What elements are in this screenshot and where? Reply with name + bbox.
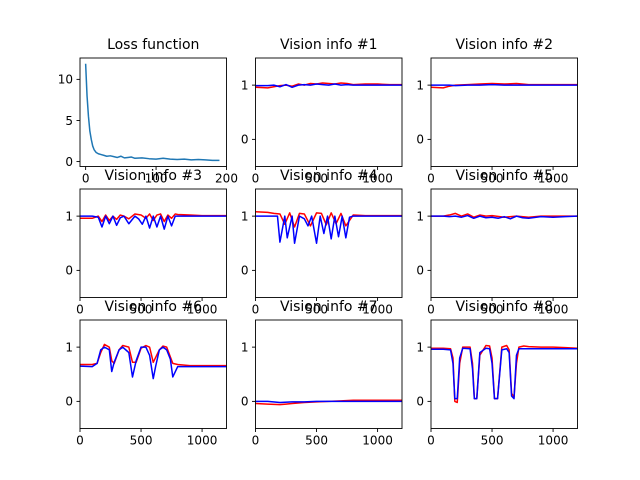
x-tick-label: 1000	[538, 172, 569, 186]
axes-frame	[430, 188, 578, 298]
subplot-title: Vision info #6	[104, 299, 202, 315]
subplot-title: Vision info #7	[280, 299, 378, 315]
axes-frame	[255, 57, 403, 167]
y-tick-label: 1	[241, 340, 249, 354]
x-tick-label: 1000	[362, 434, 393, 448]
x-tick-label: 500	[130, 434, 153, 448]
series-line-1	[255, 211, 402, 228]
y-tick-label: 5	[65, 114, 73, 128]
x-tick-label: 0	[427, 172, 435, 186]
axes-frame	[255, 319, 403, 429]
x-tick-label: 500	[481, 303, 504, 317]
axes-frame	[430, 57, 578, 167]
series-line-1	[255, 82, 402, 89]
y-tick-label: 1	[416, 340, 424, 354]
y-tick-label: 0	[65, 264, 73, 278]
series-line-2	[431, 83, 578, 87]
subplot-title: Vision info #5	[455, 168, 553, 184]
x-tick-label: 1000	[362, 303, 393, 317]
y-tick-label: 0	[416, 264, 424, 278]
x-tick-label: 500	[305, 303, 328, 317]
x-tick-label: 100	[145, 172, 168, 186]
y-tick-label: 0	[416, 133, 424, 147]
series-line-2	[80, 215, 227, 230]
x-tick-label: 1000	[187, 303, 218, 317]
x-tick-label: 500	[305, 434, 328, 448]
y-tick-label: 10	[58, 73, 73, 87]
x-tick-label: 500	[481, 172, 504, 186]
x-tick-label: 1000	[538, 434, 569, 448]
x-tick-label: 0	[427, 434, 435, 448]
x-tick-label: 500	[305, 172, 328, 186]
subplot-5: 0 500 1000 0 1 Vision info #4	[241, 168, 403, 317]
y-tick-label: 1	[65, 209, 73, 223]
x-tick-label: 0	[252, 303, 260, 317]
series-line-2	[255, 400, 402, 404]
series-line-1	[80, 343, 227, 367]
y-tick-label: 0	[241, 133, 249, 147]
y-tick-label: 0	[241, 264, 249, 278]
y-tick-label: 0	[241, 395, 249, 409]
y-tick-label: 1	[416, 78, 424, 92]
subplot-9: 0 500 1000 0 1 Vision info #8	[416, 299, 578, 448]
axes-frame	[430, 319, 578, 429]
series-line-2	[431, 347, 578, 400]
y-tick-label: 1	[416, 209, 424, 223]
x-tick-label: 0	[82, 172, 90, 186]
x-tick-label: 0	[427, 303, 435, 317]
y-tick-label: 0	[416, 395, 424, 409]
series-line-2	[255, 215, 402, 244]
x-tick-label: 0	[76, 434, 84, 448]
y-tick-label: 1	[241, 209, 249, 223]
x-tick-label: 500	[130, 303, 153, 317]
subplot-title: Loss function	[107, 37, 199, 53]
subplot-title: Vision info #2	[455, 37, 553, 53]
axes-frame	[79, 188, 227, 298]
x-tick-label: 0	[252, 434, 260, 448]
series-line-2	[431, 214, 578, 220]
subplot-title: Vision info #3	[104, 168, 202, 184]
subplot-title: Vision info #4	[280, 168, 378, 184]
subplot-2: 0 500 1000 0 1 Vision info #1	[241, 37, 403, 186]
axes-frame	[79, 57, 227, 167]
series-line-2	[255, 83, 402, 89]
y-tick-label: 0	[65, 155, 73, 169]
subplot-1: 0 100 200 0 5 10 Loss function	[58, 37, 238, 186]
x-tick-label: 0	[252, 172, 260, 186]
series-line-1	[431, 344, 578, 404]
subplot-3: 0 500 1000 0 1 Vision info #2	[416, 37, 578, 186]
y-tick-label: 1	[241, 78, 249, 92]
x-tick-label: 0	[76, 303, 84, 317]
y-tick-label: 0	[65, 395, 73, 409]
subplot-title: Vision info #1	[280, 37, 378, 53]
subplot-title: Vision info #8	[455, 299, 553, 315]
x-tick-label: 500	[481, 434, 504, 448]
series-line-1	[84, 63, 220, 162]
axes-frame	[255, 188, 403, 298]
subplot-6: 0 500 1000 0 1 Vision info #5	[416, 168, 578, 317]
x-tick-label: 1000	[362, 172, 393, 186]
axes-frame	[79, 319, 227, 429]
x-tick-label: 1000	[538, 303, 569, 317]
series-line-2	[80, 346, 227, 380]
subplot-7: 0 500 1000 0 1 Vision info #6	[65, 299, 227, 448]
subplot-8: 0 500 1000 0 1 Vision info #7	[241, 299, 403, 448]
y-tick-label: 1	[65, 340, 73, 354]
x-tick-label: 1000	[187, 434, 218, 448]
x-tick-label: 200	[215, 172, 238, 186]
